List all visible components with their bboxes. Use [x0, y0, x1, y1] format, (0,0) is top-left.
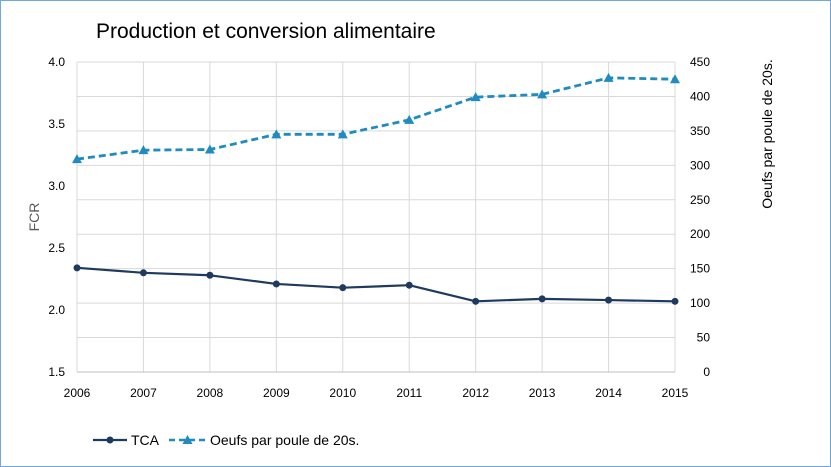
y-axis-title: FCR [26, 203, 42, 232]
data-point-oeufs [470, 92, 481, 102]
y2-axis-title: Oeufs par poule de 20s. [759, 59, 775, 208]
data-point-tca [472, 297, 480, 305]
data-point-oeufs [337, 129, 348, 139]
data-point-oeufs [72, 154, 82, 164]
y2-tick-label: 250 [690, 193, 710, 207]
x-tick-label: 2011 [396, 386, 422, 400]
y-tick-label: 3.0 [48, 179, 65, 193]
x-tick-label: 2006 [64, 386, 91, 400]
y2-tick-label: 450 [690, 55, 710, 69]
y2-tick-label: 150 [690, 262, 710, 276]
data-point-tca [339, 284, 347, 292]
data-point-tca [206, 271, 214, 279]
data-point-oeufs [670, 74, 680, 84]
y2-tick-label: 350 [690, 124, 710, 138]
data-point-tca [538, 295, 546, 303]
y-tick-label: 1.5 [48, 365, 65, 379]
x-tick-label: 2015 [662, 386, 689, 400]
axes: 1.5 2.0 2.5 3.0 3.5 4.0 0 50 100 150 200 250 300 350 4… [26, 55, 775, 400]
y2-tick-label: 0 [703, 365, 710, 379]
series-layer [72, 72, 680, 305]
data-point-oeufs [404, 114, 415, 124]
x-tick-label: 2013 [529, 386, 556, 400]
legend-label-tca: TCA [131, 432, 160, 448]
x-tick-label: 2014 [595, 386, 622, 400]
data-point-tca [405, 281, 413, 289]
legend-marker-tca [106, 436, 114, 444]
legend-label-oeufs: Oeufs par poule de 20s. [210, 432, 359, 448]
gridlines [77, 61, 676, 372]
data-point-oeufs [603, 72, 614, 82]
legend-marker-oeufs [182, 435, 193, 444]
data-point-tca [73, 264, 81, 272]
data-point-oeufs [271, 129, 282, 139]
y2-tick-label: 200 [690, 227, 710, 241]
legend-entry-tca: TCA [93, 432, 160, 448]
x-tick-label: 2012 [462, 386, 489, 400]
y2-tick-label: 100 [690, 296, 710, 310]
data-point-tca [139, 269, 147, 277]
data-point-oeufs [204, 144, 215, 154]
legend: TCA Oeufs par poule de 20s. [93, 432, 359, 448]
x-tick-label: 2009 [263, 386, 290, 400]
data-point-tca [272, 280, 280, 288]
y-tick-label: 4.0 [48, 55, 65, 69]
data-point-oeufs [537, 89, 548, 99]
x-tick-label: 2007 [130, 386, 157, 400]
legend-entry-oeufs: Oeufs par poule de 20s. [169, 432, 359, 448]
data-point-tca [671, 297, 679, 305]
y-tick-label: 2.5 [48, 241, 65, 255]
data-point-tca [605, 296, 613, 304]
x-tick-label: 2008 [197, 386, 224, 400]
y-tick-label: 2.0 [48, 303, 65, 317]
series-line-oeufs [76, 76, 676, 161]
chart-title: Production et conversion alimentaire [96, 20, 436, 43]
x-tick-label: 2010 [329, 386, 356, 400]
series-line-tca [76, 266, 676, 303]
y2-tick-label: 50 [697, 331, 711, 345]
y2-tick-label: 400 [690, 89, 710, 103]
data-point-oeufs [138, 145, 149, 155]
y-tick-label: 3.5 [48, 117, 65, 131]
y2-tick-label: 300 [690, 158, 710, 172]
